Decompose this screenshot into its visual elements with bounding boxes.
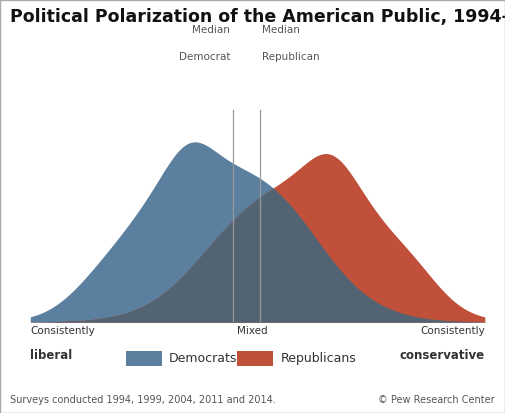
Text: Median: Median — [192, 25, 230, 35]
Text: Mixed: Mixed — [237, 326, 268, 336]
Text: Democrat: Democrat — [179, 52, 230, 62]
Text: Median: Median — [263, 25, 300, 35]
Text: Consistently: Consistently — [420, 326, 485, 336]
Text: Republicans: Republicans — [280, 352, 356, 365]
Text: Democrats: Democrats — [169, 352, 237, 365]
Text: conservative: conservative — [399, 349, 485, 362]
Text: © Pew Research Center: © Pew Research Center — [378, 395, 495, 405]
Text: Consistently: Consistently — [30, 326, 95, 336]
Text: Republican: Republican — [263, 52, 320, 62]
Text: Political Polarization of the American Public, 1994-2014: Political Polarization of the American P… — [10, 8, 505, 26]
Text: liberal: liberal — [30, 349, 73, 362]
Text: Surveys conducted 1994, 1999, 2004, 2011 and 2014.: Surveys conducted 1994, 1999, 2004, 2011… — [10, 395, 276, 405]
